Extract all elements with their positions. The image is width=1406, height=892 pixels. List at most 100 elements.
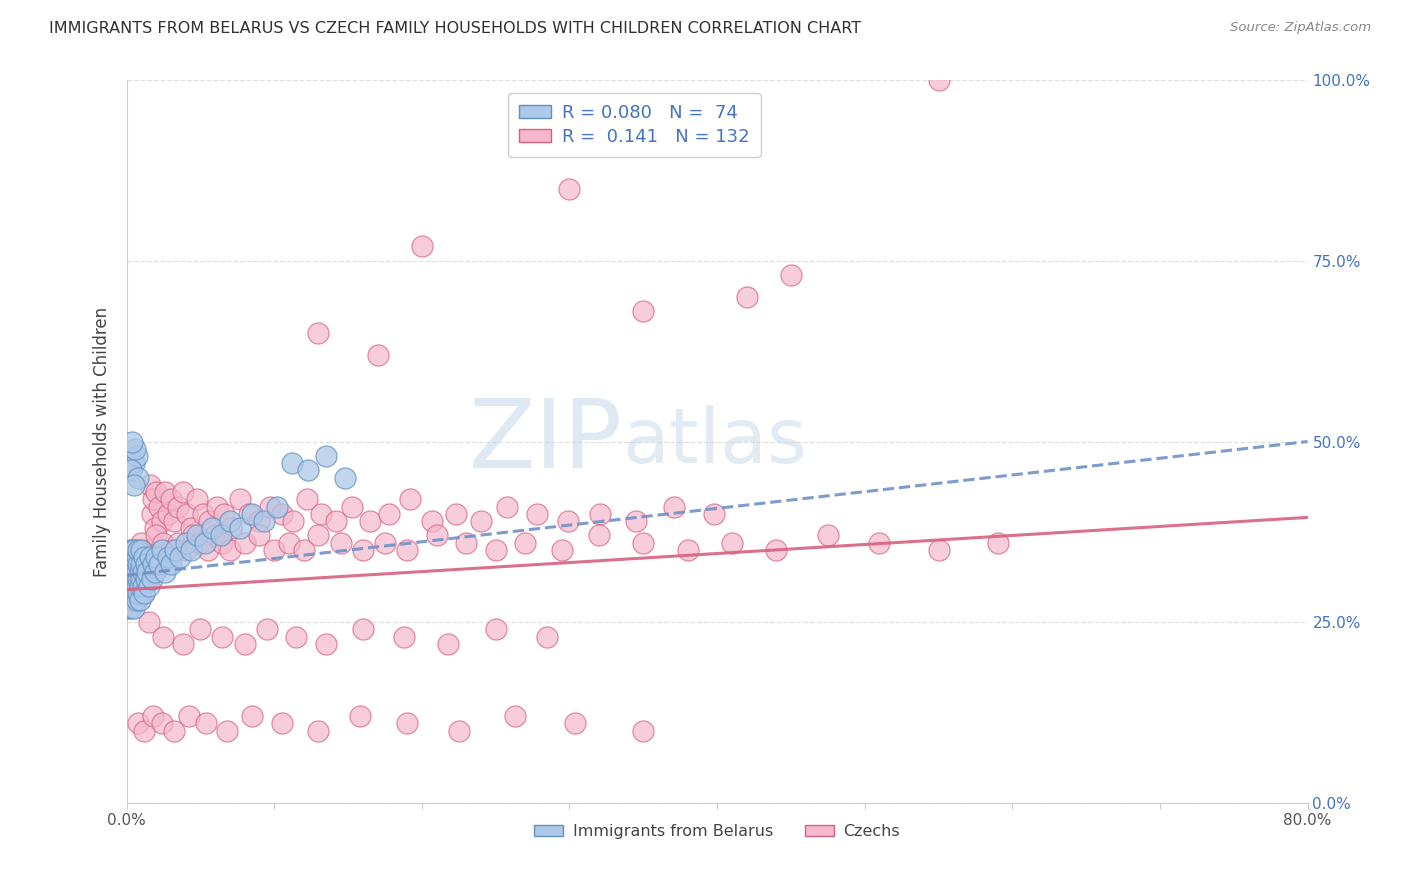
- Point: [124, 542, 146, 557]
- Point: [125, 550, 148, 565]
- Point: [117, 565, 139, 579]
- Point: [526, 507, 548, 521]
- Point: [174, 535, 197, 549]
- Point: [558, 182, 581, 196]
- Point: [120, 542, 142, 557]
- Point: [240, 507, 263, 521]
- Point: [124, 565, 146, 579]
- Point: [129, 542, 153, 557]
- Point: [145, 485, 167, 500]
- Point: [132, 579, 155, 593]
- Point: [378, 507, 401, 521]
- Point: [125, 449, 148, 463]
- Point: [163, 723, 186, 738]
- Point: [209, 528, 232, 542]
- Point: [148, 500, 170, 514]
- Point: [180, 521, 202, 535]
- Point: [229, 492, 252, 507]
- Point: [152, 630, 174, 644]
- Point: [139, 478, 162, 492]
- Point: [129, 542, 153, 557]
- Point: [152, 535, 174, 549]
- Point: [118, 579, 141, 593]
- Point: [165, 542, 187, 557]
- Point: [121, 586, 143, 600]
- Point: [118, 572, 141, 586]
- Point: [720, 535, 742, 549]
- Point: [124, 572, 146, 586]
- Point: [132, 579, 155, 593]
- Point: [120, 463, 142, 477]
- Point: [564, 716, 586, 731]
- Point: [551, 542, 574, 557]
- Point: [270, 716, 292, 731]
- Point: [121, 550, 143, 565]
- Point: [135, 572, 157, 586]
- Point: [129, 535, 153, 549]
- Point: [765, 542, 787, 557]
- Point: [142, 558, 165, 572]
- Point: [125, 572, 148, 586]
- Point: [198, 514, 221, 528]
- Point: [125, 565, 148, 579]
- Point: [143, 565, 166, 579]
- Point: [329, 535, 352, 549]
- Point: [211, 630, 233, 644]
- Text: IMMIGRANTS FROM BELARUS VS CZECH FAMILY HOUSEHOLDS WITH CHILDREN CORRELATION CHA: IMMIGRANTS FROM BELARUS VS CZECH FAMILY …: [49, 21, 862, 36]
- Point: [201, 521, 224, 535]
- Point: [163, 514, 186, 528]
- Point: [138, 565, 160, 579]
- Point: [869, 535, 891, 549]
- Point: [118, 550, 141, 565]
- Point: [315, 637, 337, 651]
- Point: [124, 565, 146, 579]
- Point: [160, 492, 183, 507]
- Point: [256, 623, 278, 637]
- Point: [138, 579, 160, 593]
- Point: [120, 572, 142, 586]
- Text: Source: ZipAtlas.com: Source: ZipAtlas.com: [1230, 21, 1371, 34]
- Point: [325, 514, 347, 528]
- Point: [138, 542, 160, 557]
- Point: [172, 485, 194, 500]
- Point: [117, 579, 139, 593]
- Point: [120, 593, 142, 607]
- Point: [197, 542, 219, 557]
- Point: [311, 507, 333, 521]
- Point: [456, 535, 478, 549]
- Point: [735, 290, 758, 304]
- Y-axis label: Family Households with Children: Family Households with Children: [93, 307, 111, 576]
- Point: [122, 579, 145, 593]
- Point: [125, 579, 148, 593]
- Point: [124, 558, 146, 572]
- Point: [437, 637, 460, 651]
- Point: [219, 542, 242, 557]
- Point: [122, 600, 145, 615]
- Point: [127, 558, 149, 572]
- Point: [150, 514, 173, 528]
- Point: [148, 558, 170, 572]
- Point: [425, 528, 447, 542]
- Point: [122, 478, 145, 492]
- Point: [127, 572, 149, 586]
- Point: [180, 542, 202, 557]
- Point: [156, 507, 179, 521]
- Point: [156, 550, 179, 565]
- Point: [295, 492, 318, 507]
- Point: [127, 586, 149, 600]
- Point: [211, 535, 233, 549]
- Point: [132, 565, 155, 579]
- Point: [484, 623, 508, 637]
- Point: [128, 565, 150, 579]
- Point: [399, 492, 422, 507]
- Point: [120, 542, 142, 557]
- Point: [120, 565, 142, 579]
- Point: [129, 558, 153, 572]
- Point: [420, 514, 443, 528]
- Point: [118, 565, 141, 579]
- Text: ZIP: ZIP: [468, 395, 623, 488]
- Point: [145, 528, 167, 542]
- Point: [128, 586, 150, 600]
- Point: [134, 550, 156, 565]
- Point: [120, 600, 142, 615]
